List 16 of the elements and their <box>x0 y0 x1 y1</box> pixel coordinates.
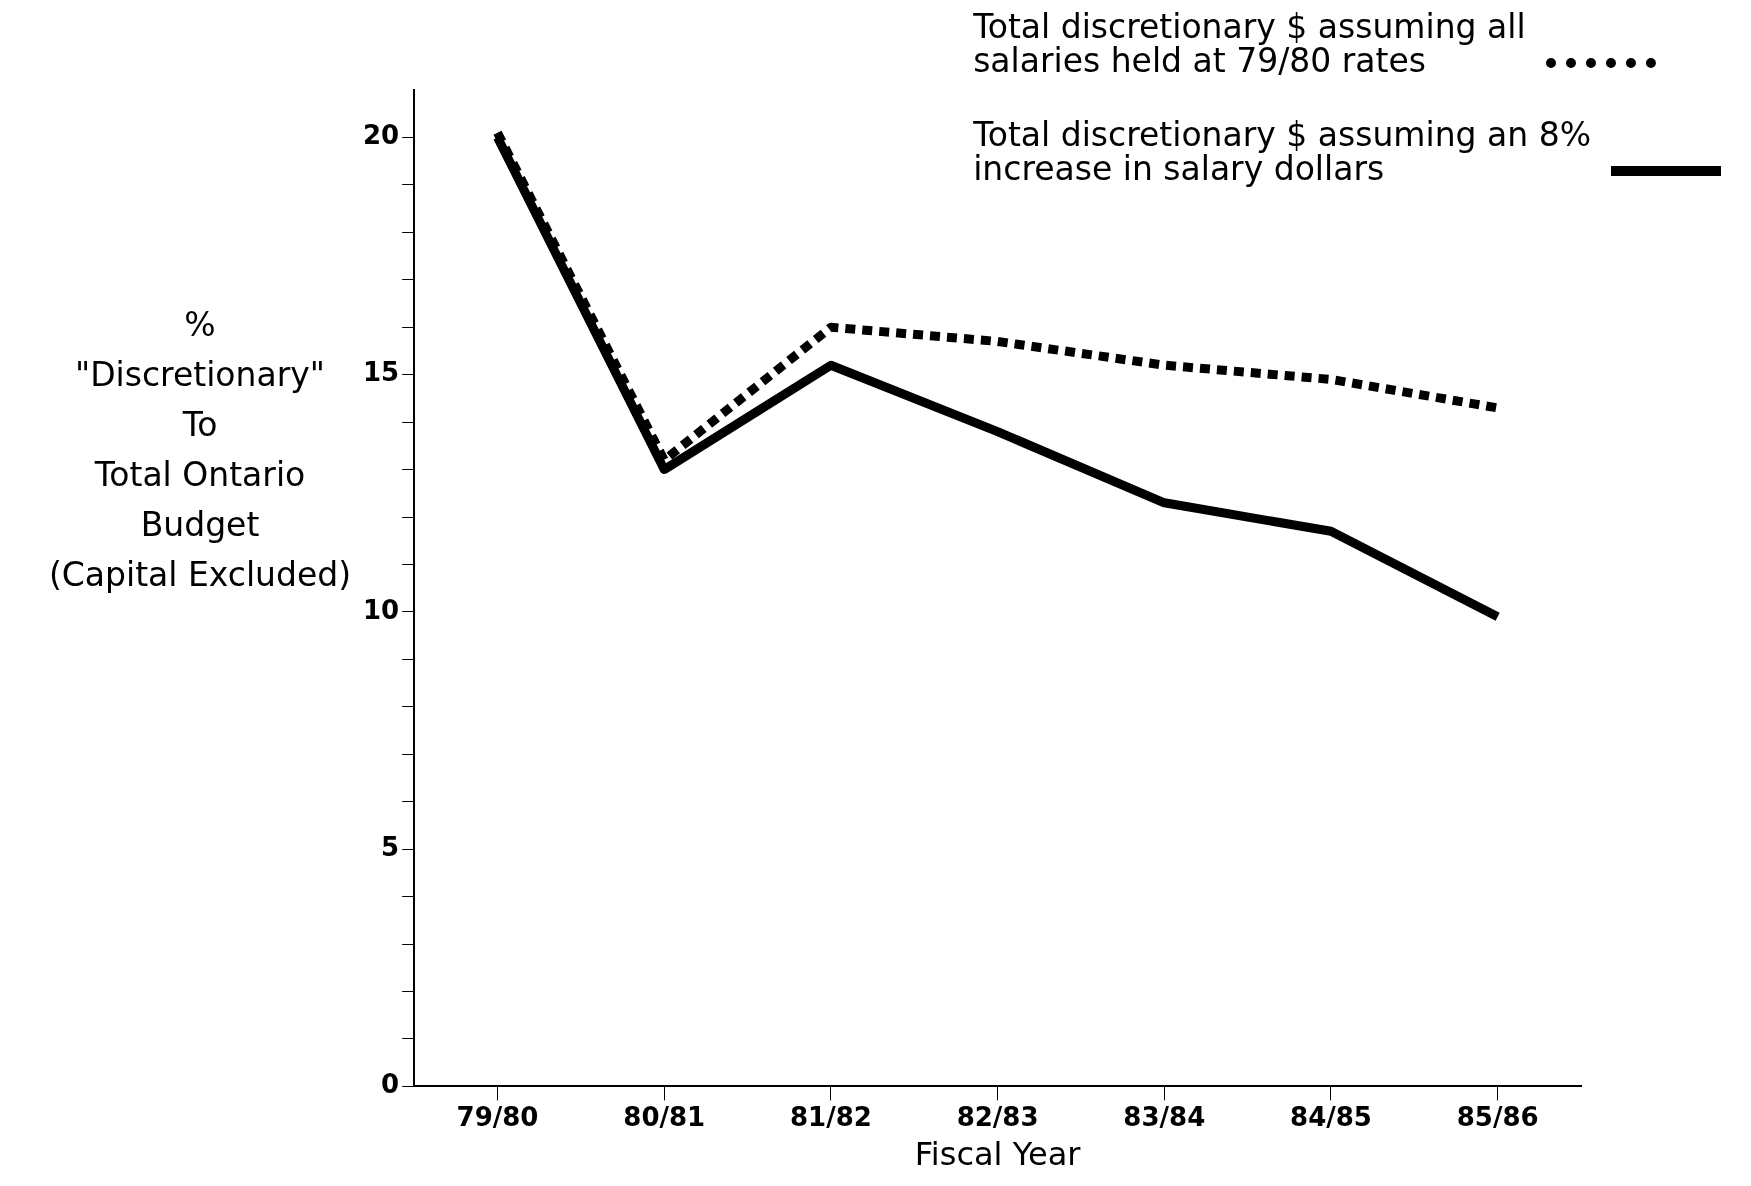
y-tick-label: 20 <box>362 120 400 151</box>
x-tick-label: 82/83 <box>956 1101 1039 1132</box>
x-tick-label: 80/81 <box>623 1101 706 1132</box>
y-tick-label: 10 <box>362 594 400 625</box>
x-tick-label: 84/85 <box>1290 1101 1372 1132</box>
y-axis-title: % "Discretionary" To Total Ontario Budget (Capital Excluded) <box>48 305 352 594</box>
x-tick-label: 79/80 <box>456 1101 539 1132</box>
x-tick-label: 81/82 <box>789 1101 872 1132</box>
legend-label: Total discretionary $ assuming all salaries held at 79/80 rates <box>973 7 1526 80</box>
y-tick-label: 5 <box>381 831 400 862</box>
x-tick-label: 83/84 <box>1123 1101 1206 1132</box>
x-axis-title: Fiscal Year <box>914 1135 1082 1174</box>
x-tick-label: 85/86 <box>1456 1101 1539 1132</box>
y-tick-label: 0 <box>381 1069 400 1100</box>
y-tick-label: 15 <box>362 357 400 388</box>
legend-label: Total discretionary $ assuming an 8% increase in salary dollars <box>973 115 1591 188</box>
